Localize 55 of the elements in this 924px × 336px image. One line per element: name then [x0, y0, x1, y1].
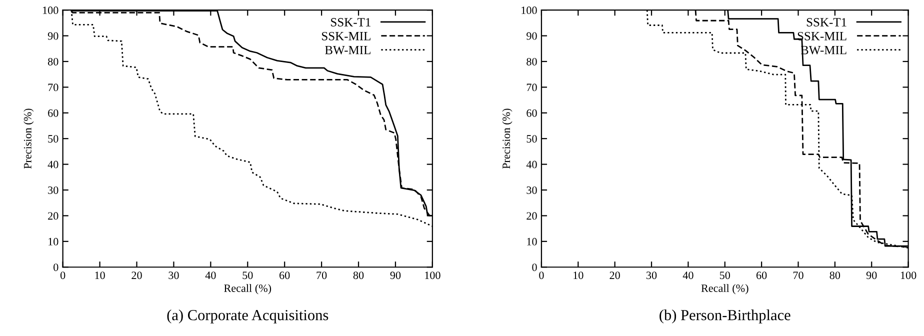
x-tick-label: 40	[682, 272, 694, 280]
x-tick-label: 10	[95, 272, 105, 280]
y-tick-label: 10	[48, 238, 58, 246]
y-tick-label: 100	[42, 6, 58, 14]
x-tick-label: 40	[205, 272, 216, 280]
y-tick-label: 80	[526, 58, 537, 66]
x-axis-title: Recall (%)	[701, 284, 748, 294]
y-tick-label: 50	[48, 135, 58, 143]
x-tick-label: 100	[900, 272, 916, 280]
y-tick-label: 70	[48, 84, 58, 92]
y-tick-label: 50	[526, 135, 537, 143]
x-tick-label: 60	[756, 272, 767, 280]
y-tick-label: 40	[526, 160, 537, 168]
legend-label: SSK-T1	[806, 18, 846, 26]
x-tick-label: 90	[866, 272, 877, 280]
text: (b) Person-Birthplace	[660, 310, 790, 324]
y-tick-label: 90	[526, 32, 537, 40]
x-tick-label: 60	[280, 272, 290, 280]
x-tick-label: 70	[793, 272, 804, 280]
x-tick-label: 50	[720, 272, 730, 280]
x-tick-label: 10	[574, 272, 584, 280]
y-tick-label: 0	[532, 264, 537, 272]
legend-label: BW-MIL	[325, 46, 370, 54]
x-tick-label: 30	[168, 272, 179, 280]
x-tick-label: 0	[60, 272, 66, 280]
legend-label: SSK-MIL	[798, 32, 846, 40]
x-tick-label: 0	[539, 272, 544, 280]
x-axis-title: Recall (%)	[224, 284, 272, 294]
x-tick-label: 30	[646, 272, 657, 280]
y-tick-label: 20	[48, 212, 58, 220]
y-tick-label: 90	[48, 32, 58, 40]
x-tick-label: 100	[425, 272, 440, 280]
y-tick-label: 60	[526, 109, 537, 117]
y-tick-label: 100	[522, 6, 537, 14]
y-tick-label: 20	[526, 212, 537, 220]
text: (a) Corporate Acquisitions	[167, 310, 328, 324]
x-tick-label: 80	[830, 272, 840, 280]
legend-label: SSK-T1	[331, 18, 370, 26]
x-tick-label: 90	[390, 272, 401, 280]
y-tick-label: 60	[48, 109, 58, 117]
y-tick-label: 30	[48, 186, 58, 194]
y-tick-label: 40	[48, 160, 58, 168]
y-tick-label: 0	[54, 264, 58, 272]
x-tick-label: 50	[242, 272, 253, 280]
y-tick-label: 80	[48, 58, 58, 66]
y-tick-label: 10	[527, 238, 537, 246]
x-tick-label: 20	[610, 272, 620, 280]
y-axis-title: Precision (%)	[502, 108, 512, 169]
x-tick-label: 20	[132, 272, 142, 280]
y-axis-title: Precision (%)	[24, 108, 34, 169]
y-tick-label: 30	[526, 186, 537, 194]
y-tick-label: 70	[526, 84, 537, 92]
x-tick-label: 70	[316, 272, 327, 280]
x-tick-label: 80	[353, 272, 364, 280]
legend-label: SSK-MIL	[322, 32, 370, 40]
